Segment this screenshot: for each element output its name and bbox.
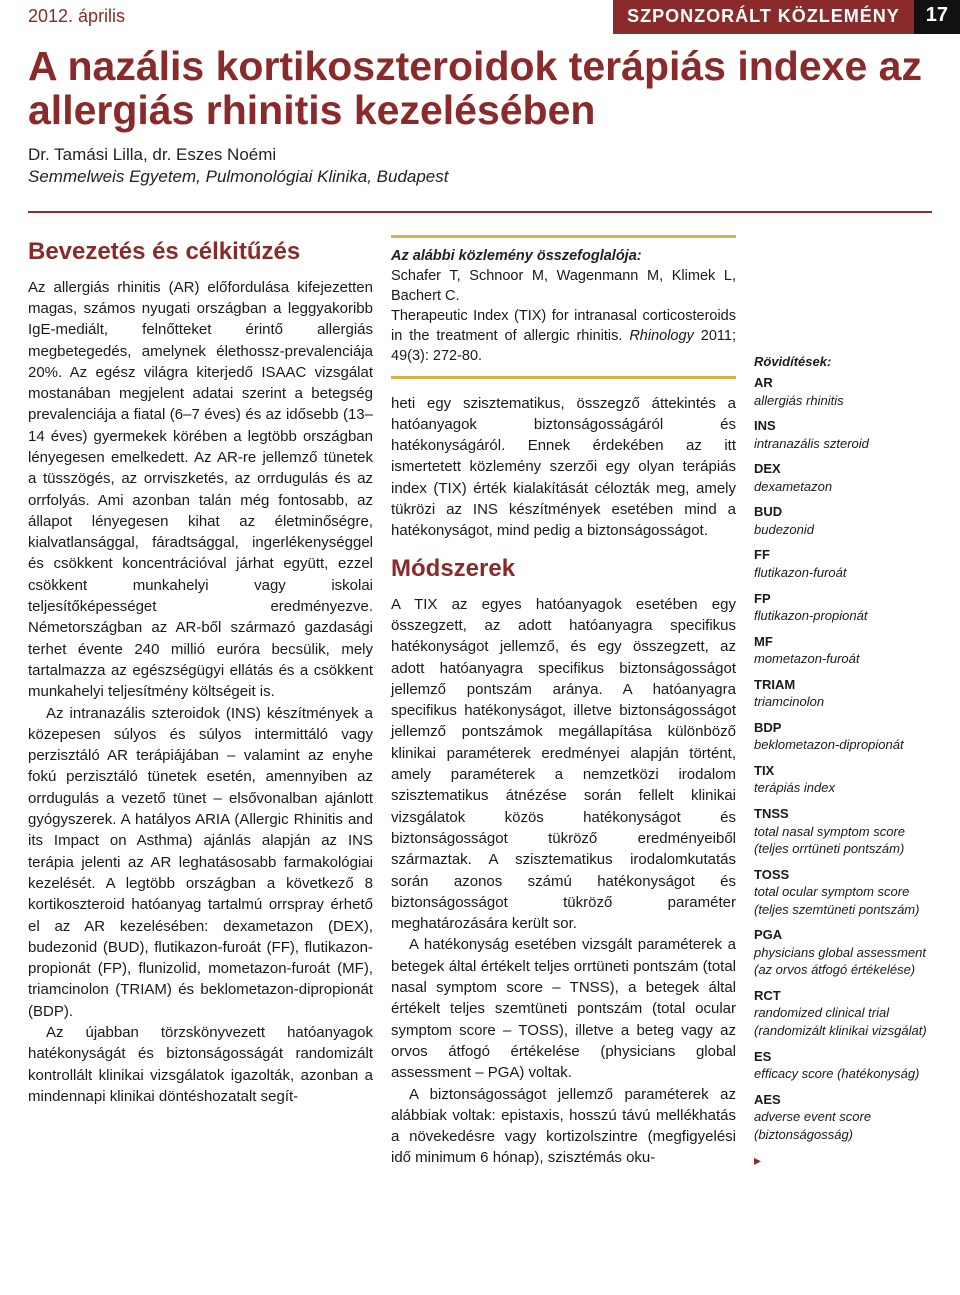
summary-journal: Rhinology (629, 328, 694, 344)
abbr-expansion: physicians global assessment (az orvos á… (754, 944, 932, 979)
running-head: 2012. április SZPONZORÁLT KÖZLEMÉNY 17 (0, 0, 960, 34)
abbr-expansion: randomized clinical trial (randomizált k… (754, 1004, 932, 1039)
abbr-code: BDP (754, 719, 932, 737)
abbr-code: MF (754, 633, 932, 651)
abbr-expansion: flutikazon-furoát (754, 564, 932, 582)
abbr-item: ARallergiás rhinitis (754, 374, 932, 409)
abbr-code: TIX (754, 762, 932, 780)
abbr-expansion: mometazon-furoát (754, 650, 932, 668)
abbr-item: FFflutikazon-furoát (754, 546, 932, 581)
abbr-expansion: dexametazon (754, 478, 932, 496)
abbr-code: ES (754, 1048, 932, 1066)
article-title: A nazális kortikoszteroidok terápiás ind… (28, 44, 932, 133)
body-text: A hatékonyság esetében vizsgált paraméte… (391, 934, 736, 1083)
abbr-code: AR (754, 374, 932, 392)
runhead-right: SZPONZORÁLT KÖZLEMÉNY 17 (613, 0, 960, 34)
summary-head: Az alábbi közlemény összefoglalója: (391, 246, 736, 266)
abbr-expansion: intranazális szteroid (754, 435, 932, 453)
abbr-code: RCT (754, 987, 932, 1005)
abbr-code: FF (754, 546, 932, 564)
section-label: SZPONZORÁLT KÖZLEMÉNY (613, 0, 914, 34)
abbr-expansion: adverse event score (biztonságosság) (754, 1108, 932, 1143)
abbr-expansion: total nasal symptom score (teljes orrtün… (754, 823, 932, 858)
body-text: A TIX az egyes hatóanyagok esetében egy … (391, 594, 736, 935)
abbr-code: TOSS (754, 866, 932, 884)
continue-arrow-icon: ▸ (754, 1151, 932, 1170)
abbr-expansion: total ocular symptom score (teljes szemt… (754, 883, 932, 918)
abbr-item: INSintranazális szteroid (754, 417, 932, 452)
abbr-item: FPflutikazon-propionát (754, 590, 932, 625)
body-text: A biztonságosságot jellemző paraméterek … (391, 1084, 736, 1169)
abbr-item: AESadverse event score (biztonságosság) (754, 1091, 932, 1144)
abbr-expansion: flutikazon-propionát (754, 607, 932, 625)
page: 2012. április SZPONZORÁLT KÖZLEMÉNY 17 A… (0, 0, 960, 1198)
column-middle: Az alábbi közlemény összefoglalója: Scha… (391, 235, 736, 1171)
body-text: heti egy szisztematikus, összegző átteki… (391, 393, 736, 542)
main-columns: Bevezetés és célkitűzés Az allergiás rhi… (28, 235, 736, 1171)
title-block: A nazális kortikoszteroidok terápiás ind… (0, 34, 960, 203)
abbr-code: DEX (754, 460, 932, 478)
abbr-list: ARallergiás rhinitis INSintranazális szte… (754, 374, 932, 1143)
summary-citation: Schafer T, Schnoor M, Wagenmann M, Klime… (391, 266, 736, 306)
abbr-heading: Rövidítések: (754, 353, 932, 371)
heading-intro: Bevezetés és célkitűzés (28, 235, 373, 269)
column-left: Bevezetés és célkitűzés Az allergiás rhi… (28, 235, 373, 1171)
issue-date: 2012. április (0, 0, 125, 34)
page-number: 17 (914, 0, 960, 34)
abbr-item: TRIAMtriamcinolon (754, 676, 932, 711)
abbr-item: TOSStotal ocular symptom score (teljes s… (754, 866, 932, 919)
abbr-expansion: budezonid (754, 521, 932, 539)
columns: Bevezetés és célkitűzés Az allergiás rhi… (0, 235, 960, 1199)
abbr-expansion: allergiás rhinitis (754, 392, 932, 410)
body-text: Az intranazális szteroidok (INS) készítm… (28, 703, 373, 1022)
abbr-item: TNSStotal nasal symptom score (teljes or… (754, 805, 932, 858)
abbr-code: TRIAM (754, 676, 932, 694)
abbr-item: MFmometazon-furoát (754, 633, 932, 668)
authors: Dr. Tamási Lilla, dr. Eszes Noémi (28, 145, 932, 165)
summary-box: Az alábbi közlemény összefoglalója: Scha… (391, 235, 736, 379)
abbr-code: TNSS (754, 805, 932, 823)
abbr-item: ESefficacy score (hatékonyság) (754, 1048, 932, 1083)
heading-methods: Módszerek (391, 552, 736, 586)
abbr-code: FP (754, 590, 932, 608)
abbr-item: TIXterápiás index (754, 762, 932, 797)
abbr-code: BUD (754, 503, 932, 521)
abbr-item: BDPbeklometazon-dipropionát (754, 719, 932, 754)
abbr-item: RCTrandomized clinical trial (randomizál… (754, 987, 932, 1040)
sidebar: Rövidítések: ARallergiás rhinitis INSintr… (754, 235, 932, 1171)
body-text: Az allergiás rhinitis (AR) előfordulása … (28, 277, 373, 703)
abbr-code: INS (754, 417, 932, 435)
summary-ref: Therapeutic Index (TIX) for intranasal c… (391, 306, 736, 366)
affiliation: Semmelweis Egyetem, Pulmonológiai Klinik… (28, 167, 932, 187)
abbr-expansion: efficacy score (hatékonyság) (754, 1065, 932, 1083)
abbr-expansion: terápiás index (754, 779, 932, 797)
abbr-code: AES (754, 1091, 932, 1109)
title-rule (28, 211, 932, 213)
abbr-expansion: triamcinolon (754, 693, 932, 711)
abbr-item: PGAphysicians global assessment (az orvo… (754, 926, 932, 979)
abbr-item: BUDbudezonid (754, 503, 932, 538)
abbr-item: DEXdexametazon (754, 460, 932, 495)
body-text: Az újabban törzskönyvezett hatóanyagok h… (28, 1022, 373, 1107)
abbr-code: PGA (754, 926, 932, 944)
abbr-expansion: beklometazon-dipropionát (754, 736, 932, 754)
